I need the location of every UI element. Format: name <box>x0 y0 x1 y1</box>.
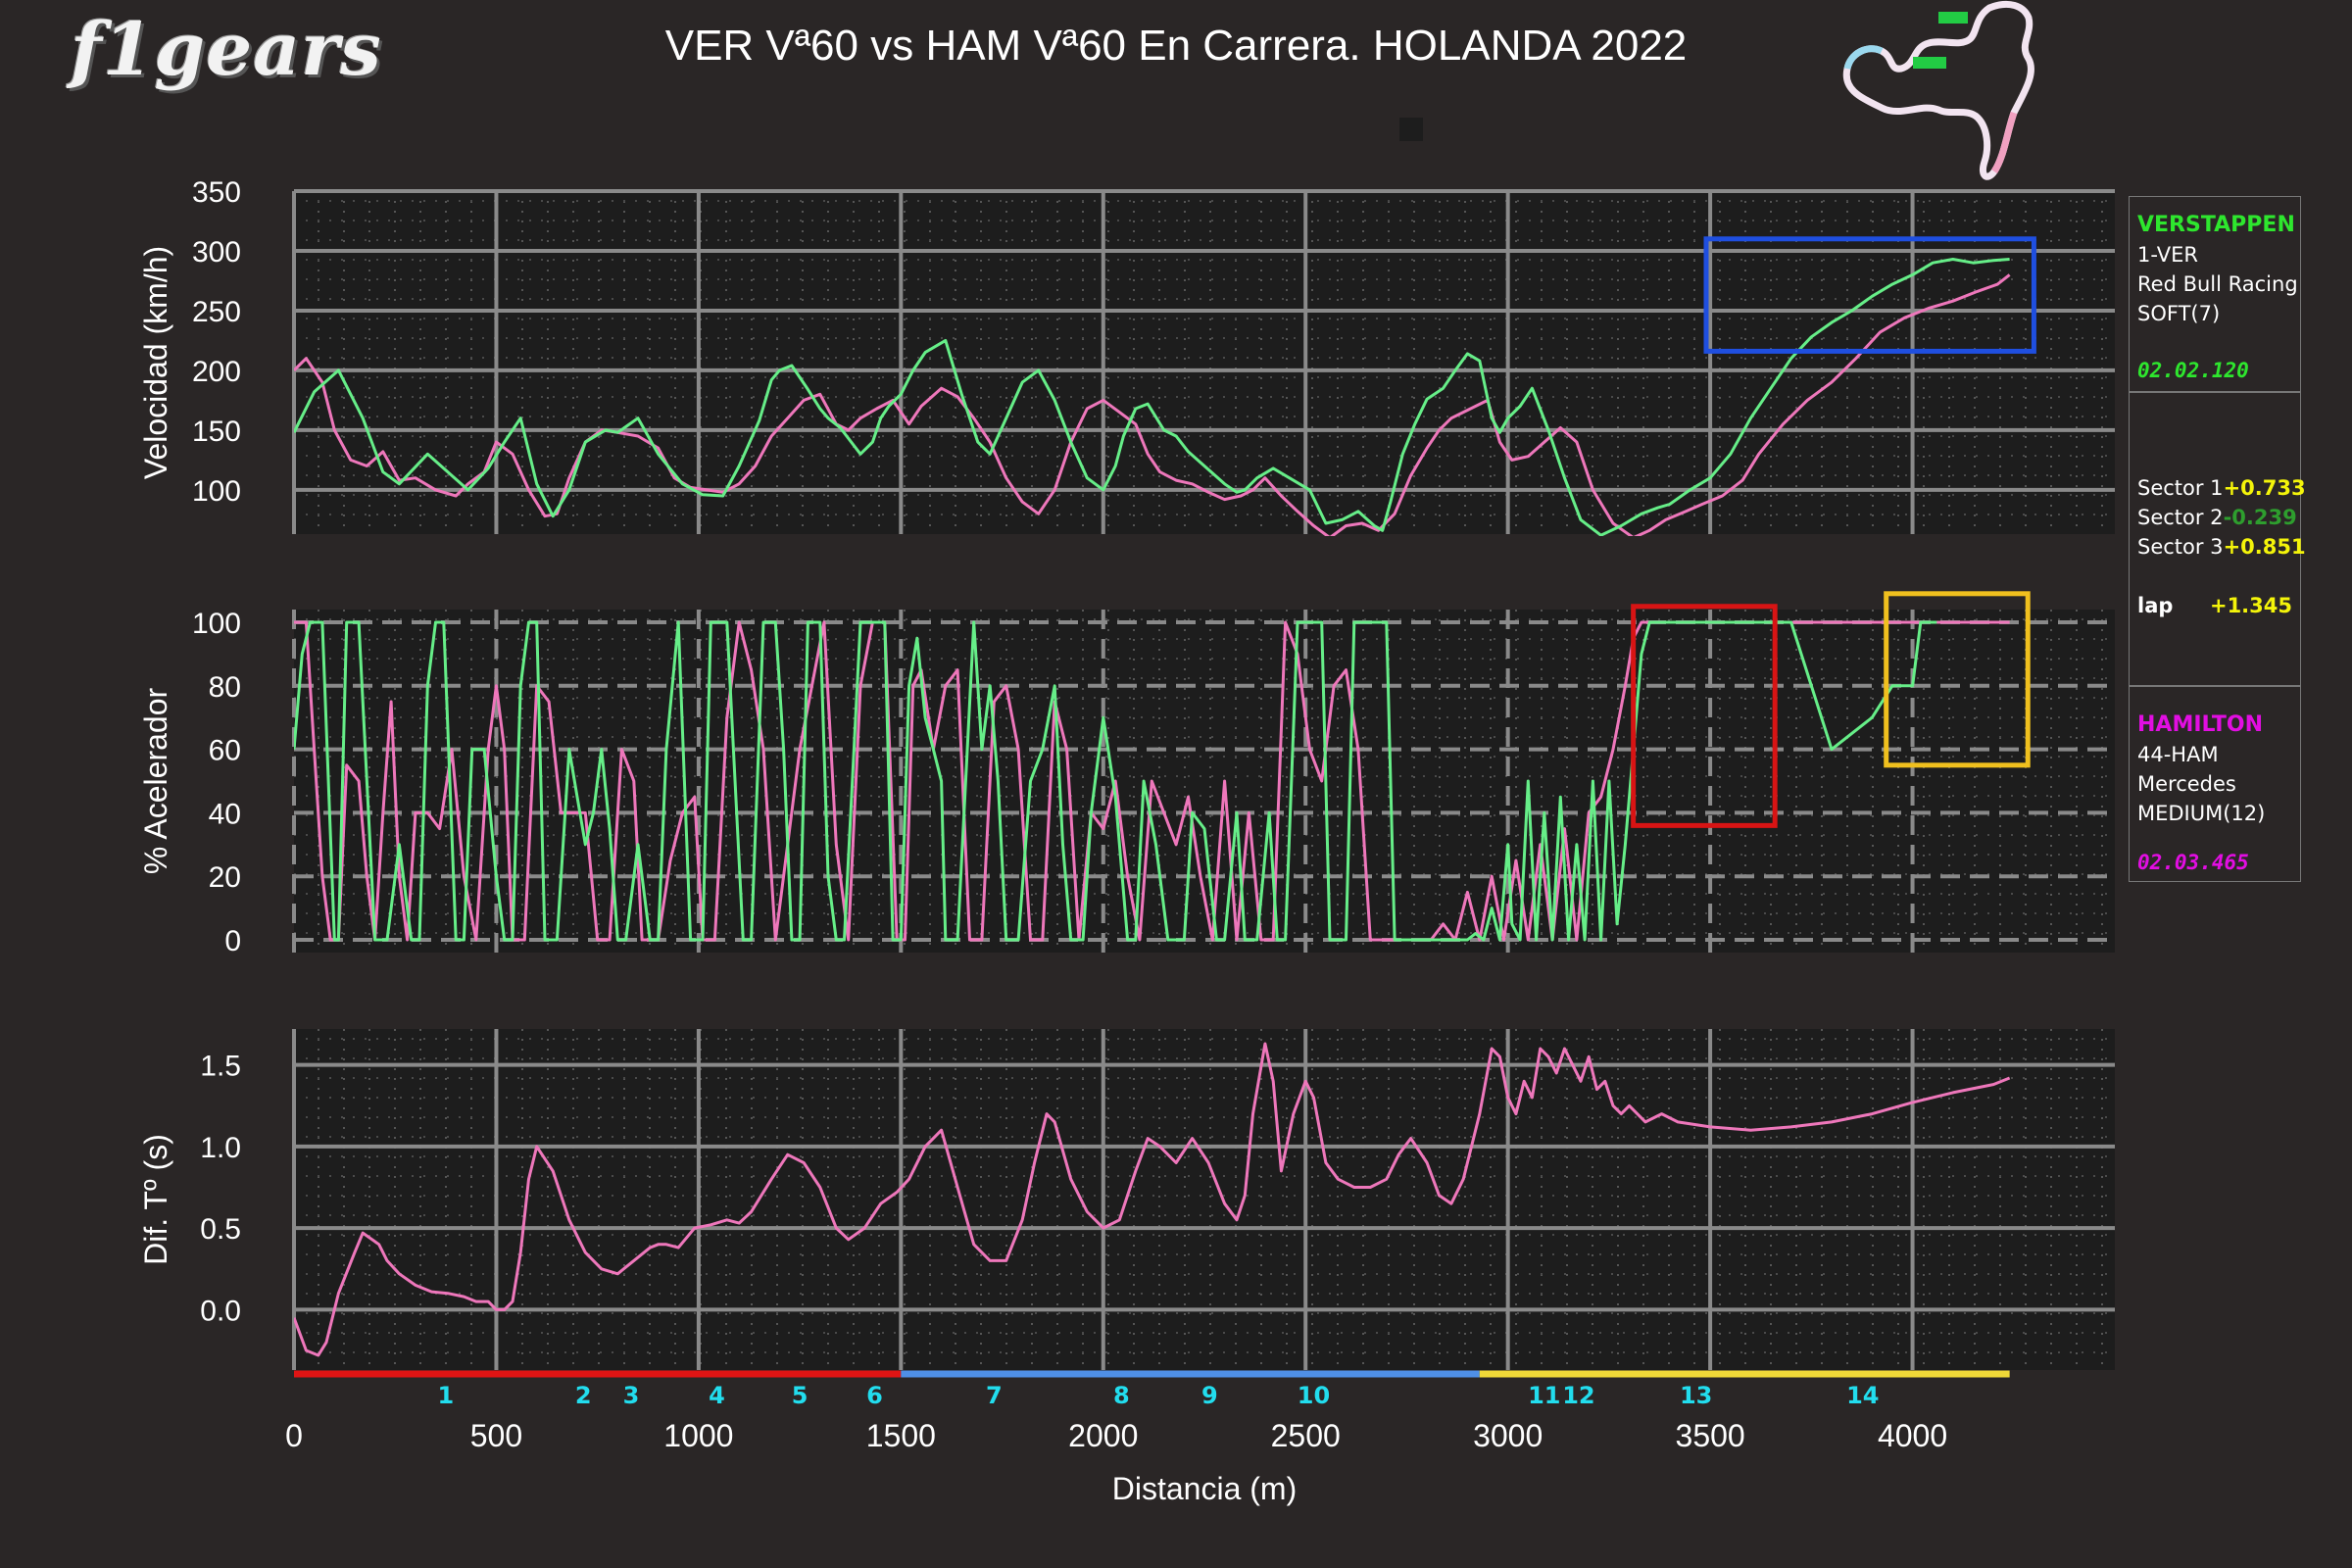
speed-y-axis-label: Velocidad (km/h) <box>138 246 173 479</box>
sector-3-value: +0.851 <box>2223 535 2306 559</box>
sector-2-label: Sector 2 <box>2137 506 2224 529</box>
speed-plot-area <box>294 191 2115 534</box>
driver2-tyre: MEDIUM(12) <box>2137 802 2266 825</box>
corner-label: 10 <box>1298 1382 1330 1409</box>
x-axis-label: Distancia (m) <box>1112 1471 1297 1506</box>
throttle-y-tick-label: 60 <box>209 735 241 767</box>
lap-label: lap <box>2137 594 2174 617</box>
throttle-y-tick-label: 80 <box>209 671 241 704</box>
delta-y-tick-label: 1.5 <box>200 1051 241 1083</box>
corner-label: 6 <box>866 1382 883 1409</box>
sector-3-label: Sector 3 <box>2137 535 2224 559</box>
speed-series-ver <box>294 258 2010 536</box>
legend-marker <box>1399 118 1423 141</box>
driver1-panel: VERSTAPPEN 1-VER Red Bull Racing SOFT(7)… <box>2129 196 2301 392</box>
f1gears-logo: f1gears <box>71 8 382 92</box>
delta-plot-area <box>294 1029 2115 1370</box>
sector-2-value: -0.239 <box>2223 506 2297 529</box>
sector-3-row: Sector 3 +0.851 <box>2137 532 2306 562</box>
corner-label: 11 <box>1528 1382 1560 1409</box>
sector-2-row: Sector 2 -0.239 <box>2137 503 2297 532</box>
chart-title: VER Vª60 vs HAM Vª60 En Carrera. HOLANDA… <box>664 22 1688 70</box>
x-tick-label: 3000 <box>1473 1418 1543 1453</box>
throttle-y-tick-label: 100 <box>192 608 241 640</box>
delta-y-tick-label: 1.0 <box>200 1132 241 1164</box>
throttle-y-tick-label: 40 <box>209 798 241 830</box>
delta-y-axis-label: Dif. Tº (s) <box>138 1134 173 1265</box>
x-tick-label: 3500 <box>1676 1418 1745 1453</box>
corner-label: 3 <box>623 1382 640 1409</box>
corner-label: 1 <box>437 1382 454 1409</box>
speed-y-tick-label: 300 <box>192 236 241 269</box>
x-tick-label: 1000 <box>663 1418 733 1453</box>
x-tick-label: 2500 <box>1271 1418 1341 1453</box>
corner-label: 2 <box>575 1382 592 1409</box>
x-tick-label: 2000 <box>1068 1418 1138 1453</box>
corner-label: 14 <box>1846 1382 1879 1409</box>
throttle-series-ver <box>294 620 1937 942</box>
corner-label: 7 <box>986 1382 1003 1409</box>
throttle-highlight-box <box>1631 604 1778 828</box>
corner-label: 4 <box>709 1382 725 1409</box>
delta-y-tick-label: 0.0 <box>200 1295 241 1327</box>
throttle-series-ham <box>294 620 2010 942</box>
throttle-y-axis-label: % Acelerador <box>138 687 173 874</box>
corner-label: 13 <box>1680 1382 1712 1409</box>
corner-label: 12 <box>1562 1382 1594 1409</box>
sector-1-row: Sector 1 +0.733 <box>2137 473 2306 503</box>
x-tick-label: 500 <box>470 1418 522 1453</box>
circuit-map-icon <box>1842 0 2034 180</box>
throttle-y-tick-label: 0 <box>224 925 241 957</box>
sector-1-label: Sector 1 <box>2137 476 2224 500</box>
corner-label: 9 <box>1201 1382 1218 1409</box>
delta-series-ham-ver <box>294 1042 2011 1357</box>
speed-y-tick-label: 350 <box>192 176 241 209</box>
driver2-team: Mercedes <box>2137 772 2236 796</box>
driver1-tyre: SOFT(7) <box>2137 302 2221 325</box>
delta-panel: Sector 1 +0.733 Sector 2 -0.239 Sector 3… <box>2129 392 2306 686</box>
delta-y-tick-label: 0.5 <box>200 1213 241 1246</box>
driver2-panel: HAMILTON 44-HAM Mercedes MEDIUM(12) 02.0… <box>2129 686 2301 882</box>
x-tick-label: 4000 <box>1878 1418 1947 1453</box>
speed-y-tick-label: 200 <box>192 356 241 388</box>
driver1-name: VERSTAPPEN <box>2137 213 2295 237</box>
speed-y-tick-label: 150 <box>192 416 241 448</box>
x-tick-label: 0 <box>285 1418 303 1453</box>
throttle-y-tick-label: 20 <box>209 861 241 894</box>
driver1-team: Red Bull Racing <box>2137 272 2298 296</box>
driver1-code: 1-VER <box>2137 243 2198 267</box>
lap-value: +1.345 <box>2209 594 2292 617</box>
speed-y-tick-label: 250 <box>192 296 241 328</box>
speed-y-tick-label: 100 <box>192 475 241 508</box>
driver2-laptime: 02.03.465 <box>2137 851 2249 874</box>
sector-1-value: +0.733 <box>2223 476 2306 500</box>
driver1-laptime: 02.02.120 <box>2137 359 2249 382</box>
driver2-name: HAMILTON <box>2137 712 2264 737</box>
lap-row: lap +1.345 <box>2137 591 2292 620</box>
speed-highlight-box <box>1703 236 2036 354</box>
corner-label: 5 <box>792 1382 808 1409</box>
corner-label: 8 <box>1113 1382 1130 1409</box>
driver2-code: 44-HAM <box>2137 743 2219 766</box>
x-tick-label: 1500 <box>866 1418 936 1453</box>
throttle-highlight-box <box>1884 591 2031 768</box>
